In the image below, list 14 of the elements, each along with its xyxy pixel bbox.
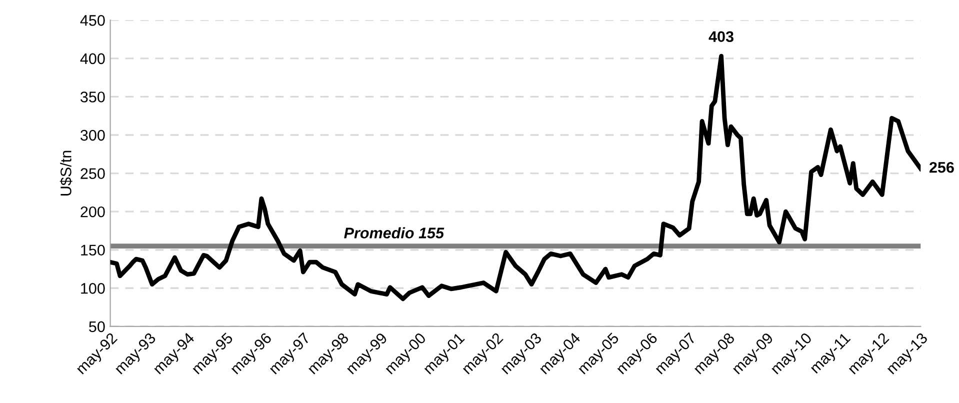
line-series	[110, 54, 921, 302]
y-tick-label: 200	[80, 206, 105, 218]
y-tick-label: 50	[89, 321, 105, 332]
annotation: 403	[708, 31, 734, 42]
y-tick-label: 400	[80, 53, 105, 64]
y-axis-title: U$S/tn	[60, 150, 72, 196]
ref-line-label: Promedio 155	[344, 227, 444, 238]
y-tick-label: 250	[80, 168, 105, 179]
y-tick-label: 100	[81, 283, 105, 294]
annotation: 256	[930, 162, 954, 173]
y-tick-label: 350	[80, 92, 105, 102]
y-tick-label: 450	[80, 15, 105, 26]
y-tick-label: 300	[80, 130, 105, 141]
y-tick-label: 150	[81, 244, 105, 256]
